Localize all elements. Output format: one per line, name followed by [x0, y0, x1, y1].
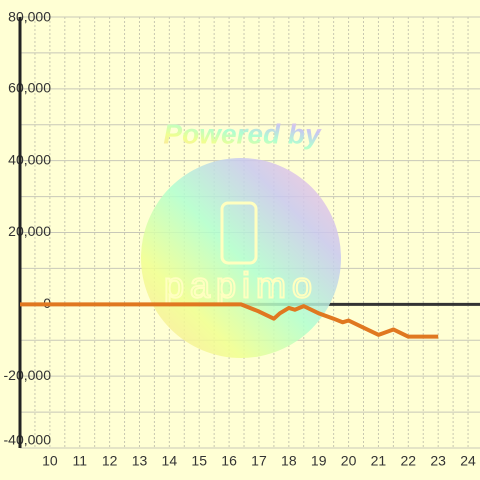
x-tick-label: 20	[341, 453, 357, 469]
x-tick-label: 12	[102, 453, 118, 469]
x-tick-label: 10	[42, 453, 58, 469]
x-tick-label: 19	[311, 453, 327, 469]
series-line	[20, 302, 439, 339]
x-tick-label: 15	[191, 453, 207, 469]
y-tick-label: -20,000	[4, 367, 52, 383]
x-tick-label: 22	[401, 453, 417, 469]
y-tick-label: 20,000	[8, 223, 51, 239]
watermark-circle	[141, 158, 341, 358]
watermark-text: Powered by	[163, 118, 322, 149]
y-tick-label: -40,000	[4, 432, 52, 448]
x-tick-label: 24	[460, 453, 476, 469]
x-tick-label: 23	[430, 453, 446, 469]
x-tick-label: 16	[221, 453, 237, 469]
y-tick-label: 80,000	[8, 9, 51, 25]
y-tick-label: 40,000	[8, 151, 51, 167]
x-tick-label: 11	[72, 453, 87, 469]
x-tick-label: 13	[132, 453, 148, 469]
x-tick-label: 14	[162, 453, 178, 469]
x-tick-label: 18	[281, 453, 297, 469]
x-tick-label: 17	[251, 453, 267, 469]
y-tick-label: 60,000	[8, 80, 51, 96]
watermark-icon	[220, 201, 258, 265]
x-tick-label: 21	[371, 453, 387, 469]
watermark-logo: papimo	[164, 265, 318, 306]
